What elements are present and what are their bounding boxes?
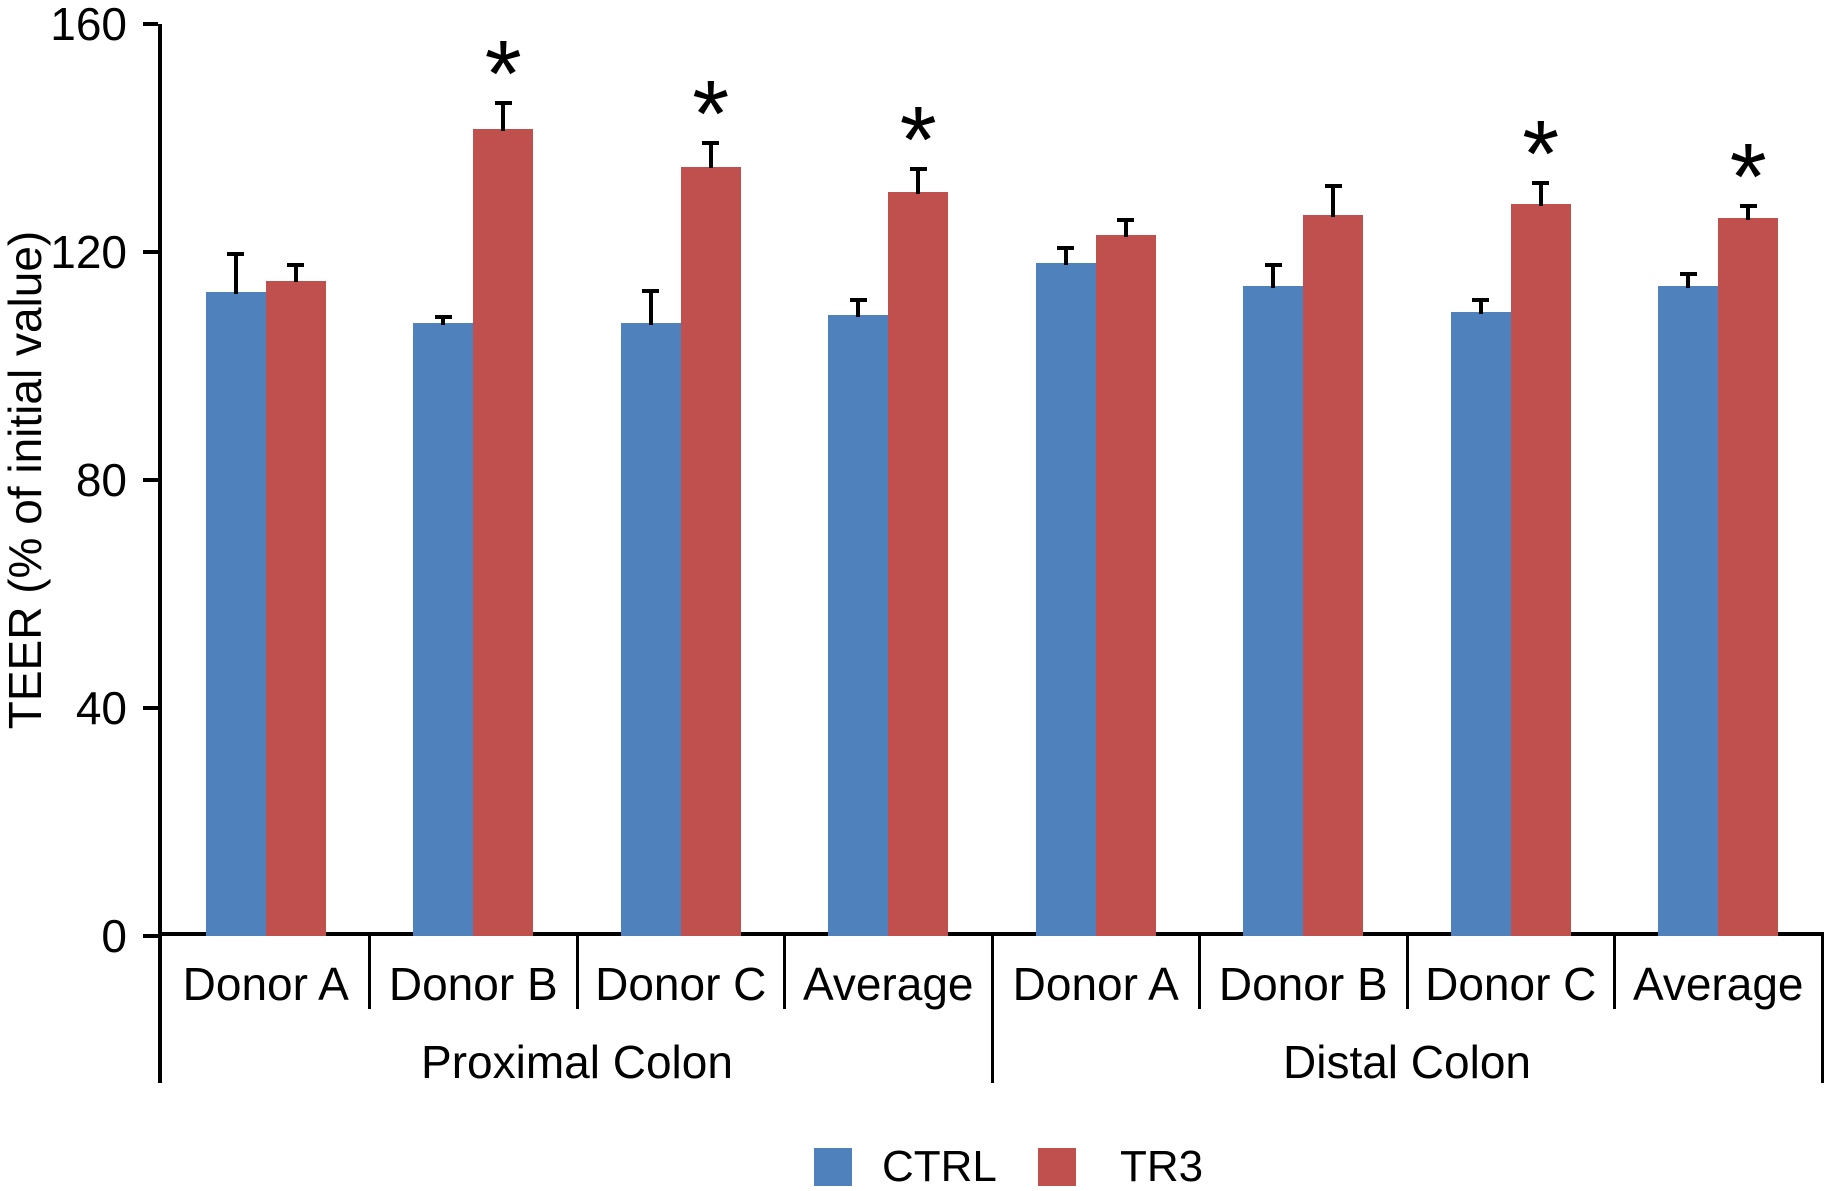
significance-asterisk: * xyxy=(484,20,522,127)
error-bar-line xyxy=(1123,217,1128,237)
error-bar-cap xyxy=(1739,203,1757,208)
error-bar-cap xyxy=(1057,246,1075,251)
y-tick-mark xyxy=(143,934,158,938)
bar-ctrl xyxy=(1450,311,1511,936)
legend-label-tr3: TR3 xyxy=(1120,1142,1204,1191)
y-axis-line xyxy=(158,24,162,1083)
group-boundary-line xyxy=(1820,936,1824,1083)
error-bar-line xyxy=(1478,297,1483,314)
error-bar-cap xyxy=(1679,271,1697,276)
error-bar-line xyxy=(1271,263,1276,289)
y-tick-label: 40 xyxy=(75,682,127,734)
error-bar-line xyxy=(441,314,446,326)
bar-tr3 xyxy=(1095,234,1156,936)
y-tick-mark xyxy=(143,706,158,710)
bar-tr3 xyxy=(1303,214,1364,936)
legend-swatch-tr3 xyxy=(1038,1148,1076,1186)
category-label: Donor C xyxy=(595,958,767,1010)
y-tick-mark xyxy=(143,250,158,254)
bar-ctrl xyxy=(205,291,266,936)
error-bar-cap xyxy=(434,314,452,319)
y-tick-mark xyxy=(143,22,158,26)
legend-swatch-ctrl xyxy=(814,1148,852,1186)
y-tick-label: 0 xyxy=(101,910,127,962)
error-bar-line xyxy=(708,140,713,169)
bar-tr3 xyxy=(473,129,534,936)
bar-tr3 xyxy=(1510,203,1571,936)
bar-ctrl xyxy=(1035,263,1096,936)
significance-asterisk: * xyxy=(1729,123,1767,230)
bar-ctrl xyxy=(1243,286,1304,936)
category-separator xyxy=(783,936,786,1009)
error-bar-cap xyxy=(849,297,867,302)
error-bar-line xyxy=(856,297,861,317)
error-bar-cap xyxy=(1324,183,1342,188)
legend-label-ctrl: CTRL xyxy=(882,1142,997,1191)
error-bar-cap xyxy=(642,289,660,294)
error-bar-cap xyxy=(1532,180,1550,185)
error-bar-line xyxy=(648,289,653,326)
error-bar-cap xyxy=(227,252,245,256)
category-separator xyxy=(1405,936,1409,1009)
category-label: Donor A xyxy=(1012,958,1179,1010)
category-label: Average xyxy=(1632,958,1804,1010)
error-bar-cap xyxy=(702,140,720,145)
group-label: Proximal Colon xyxy=(421,1036,733,1088)
category-separator xyxy=(1198,936,1201,1009)
bar-tr3 xyxy=(888,192,949,936)
bar-tr3 xyxy=(680,166,741,936)
x-axis-line xyxy=(158,932,1824,936)
error-bar-cap xyxy=(909,166,927,171)
error-bar-line xyxy=(1686,271,1691,289)
error-bar-line xyxy=(233,252,238,294)
error-bar-cap xyxy=(1264,263,1282,268)
y-tick-label: 80 xyxy=(75,454,127,506)
category-label: Average xyxy=(802,958,974,1010)
error-bar-line xyxy=(1746,203,1751,220)
y-tick-mark xyxy=(143,478,158,482)
category-label: Donor B xyxy=(1218,958,1388,1010)
error-bar-cap xyxy=(287,263,305,268)
significance-asterisk: * xyxy=(692,60,730,167)
y-tick-label: 120 xyxy=(50,226,127,278)
category-label: Donor B xyxy=(388,958,558,1010)
error-bar-cap xyxy=(494,100,512,105)
error-bar-cap xyxy=(1472,297,1490,302)
error-bar-cap xyxy=(1117,217,1135,222)
bar-ctrl xyxy=(620,323,681,936)
significance-asterisk: * xyxy=(899,86,937,193)
y-tick-label: 160 xyxy=(50,0,127,50)
error-bar-line xyxy=(1538,180,1543,206)
category-label: Donor A xyxy=(182,958,349,1010)
error-bar-line xyxy=(293,263,298,283)
bar-tr3 xyxy=(1718,217,1779,936)
error-bar-line xyxy=(916,166,921,195)
significance-asterisk: * xyxy=(1522,100,1560,207)
bar-tr3 xyxy=(265,280,326,936)
group-label: Distal Colon xyxy=(1283,1036,1531,1088)
category-separator xyxy=(368,936,371,1009)
category-label: Donor C xyxy=(1425,958,1597,1010)
error-bar-line xyxy=(501,100,506,132)
bar-ctrl xyxy=(828,314,889,936)
bar-ctrl xyxy=(1658,286,1719,936)
group-boundary-line xyxy=(990,936,994,1083)
bar-ctrl xyxy=(413,323,474,936)
error-bar-line xyxy=(1331,183,1336,217)
error-bar-line xyxy=(1063,246,1068,266)
category-separator xyxy=(575,936,579,1009)
category-separator xyxy=(1613,936,1616,1009)
